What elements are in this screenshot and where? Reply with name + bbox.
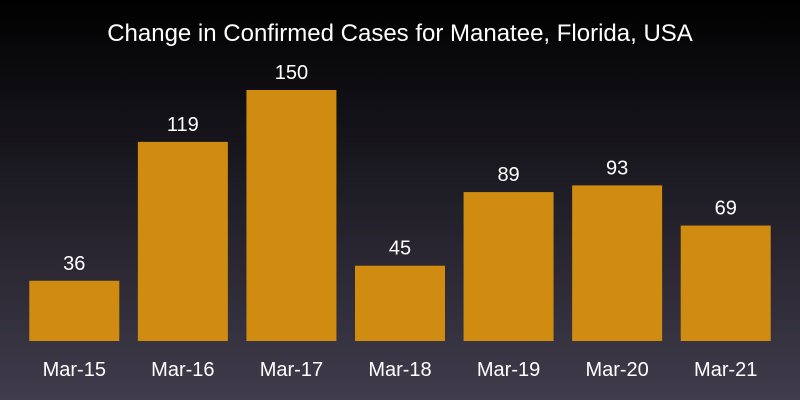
- data-label-mar-17: 150: [275, 62, 308, 84]
- bars-group: [29, 90, 771, 341]
- data-label-mar-21: 69: [715, 198, 737, 220]
- bar-mar-18: [355, 265, 445, 341]
- x-tick-label-mar-21: Mar-21: [694, 359, 757, 381]
- x-axis-tick-labels: Mar-15 Mar-16 Mar-17 Mar-18 Mar-19 Mar-20 Mar-…: [43, 359, 758, 381]
- bar-mar-19: [463, 192, 554, 341]
- x-tick-label-mar-18: Mar-18: [368, 359, 431, 381]
- x-tick-label-mar-16: Mar-16: [151, 359, 214, 381]
- data-label-mar-16: 119: [167, 114, 199, 136]
- value-labels-group: 36 119 150 45 89 93 69: [63, 62, 737, 275]
- data-label-mar-18: 45: [389, 238, 411, 260]
- data-label-mar-20: 93: [606, 157, 628, 179]
- x-tick-label-mar-15: Mar-15: [43, 359, 106, 381]
- bar-mar-20: [572, 185, 663, 341]
- bar-mar-15: [29, 280, 120, 341]
- data-label-mar-15: 36: [63, 253, 85, 275]
- x-tick-label-mar-20: Mar-20: [585, 359, 648, 381]
- x-tick-label-mar-19: Mar-19: [477, 359, 540, 381]
- x-tick-label-mar-17: Mar-17: [260, 359, 323, 381]
- bar-mar-16: [137, 141, 228, 341]
- data-label-mar-19: 89: [497, 164, 519, 186]
- bar-mar-17: [246, 90, 337, 341]
- chart-title: Change in Confirmed Cases for Manatee, F…: [107, 20, 693, 47]
- bar-mar-21: [680, 225, 771, 341]
